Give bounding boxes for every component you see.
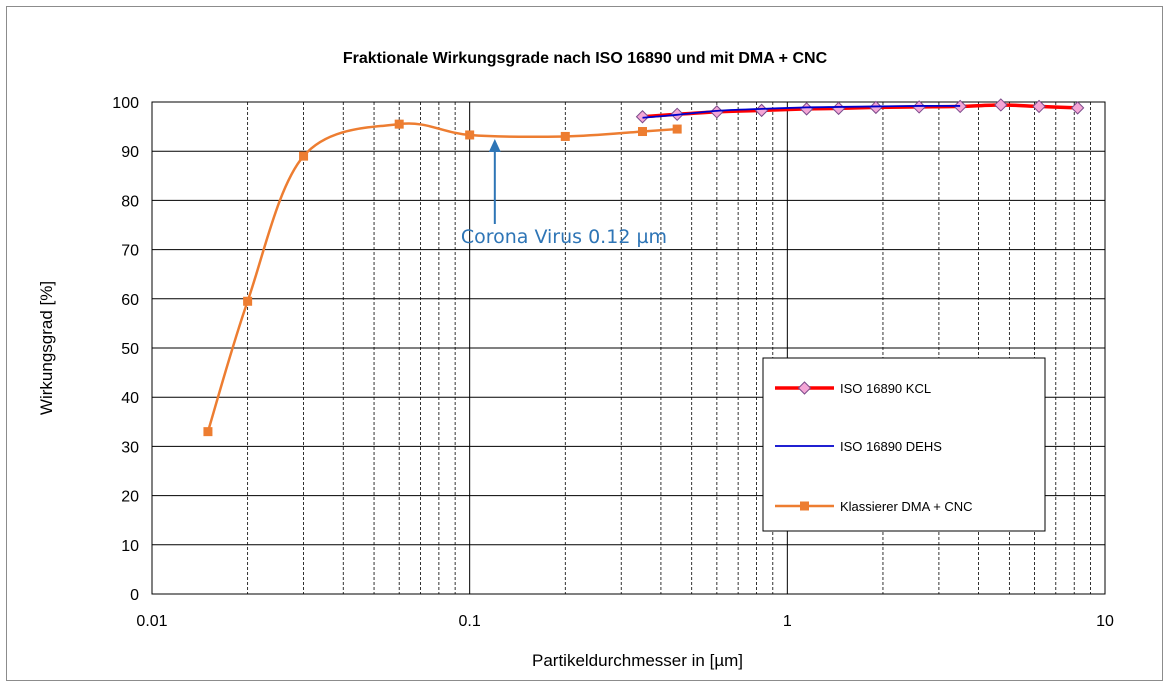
y-tick-label: 30 xyxy=(121,439,139,456)
x-tick-labels: 0.01 0.1 1 10 xyxy=(136,613,1114,630)
annotation-layer: Corona Virus 0.12 µm xyxy=(461,138,667,248)
data-point-klassierer-dma-cnc xyxy=(465,130,475,140)
chart-title: Fraktionale Wirkungsgrade nach ISO 16890… xyxy=(343,50,828,67)
data-point-iso-16890-kcl xyxy=(1070,101,1085,115)
legend-label: Klassierer DMA + CNC xyxy=(840,499,973,514)
series-iso-16890-dehs xyxy=(642,104,961,119)
data-point-iso-16890-kcl xyxy=(1032,99,1046,114)
series-klassierer-dma-cnc xyxy=(203,119,682,437)
data-point-iso-16890-kcl xyxy=(953,99,967,114)
x-tick-label: 10 xyxy=(1096,613,1114,630)
data-point-iso-16890-kcl xyxy=(754,103,769,118)
series-line-iso-16890-dehs xyxy=(642,104,961,119)
data-point-klassierer-dma-cnc xyxy=(560,131,570,141)
chart-frame xyxy=(6,6,1163,681)
legend-swatch-marker xyxy=(797,381,812,395)
x-axis-label: Partikeldurchmesser in [µm] xyxy=(532,651,743,670)
y-tick-label: 90 xyxy=(121,144,139,161)
legend-item-iso-16890-dehs: ISO 16890 DEHS xyxy=(775,439,942,454)
data-point-klassierer-dma-cnc xyxy=(394,119,404,129)
data-point-klassierer-dma-cnc xyxy=(637,127,647,137)
y-tick-label: 20 xyxy=(121,489,139,506)
y-axis-label: Wirkungsgrad [%] xyxy=(37,281,56,415)
x-tick-label: 1 xyxy=(783,613,792,630)
series-iso-16890-kcl xyxy=(635,98,1085,124)
x-tick-label: 0.01 xyxy=(136,613,167,630)
legend-swatch-marker xyxy=(800,501,809,511)
y-tick-labels: 0 10 20 30 40 50 60 70 80 90 100 xyxy=(112,95,139,604)
annotation-text: Corona Virus 0.12 µm xyxy=(461,226,667,248)
data-point-klassierer-dma-cnc xyxy=(203,427,213,437)
y-tick-label: 80 xyxy=(121,193,139,210)
legend-label: ISO 16890 KCL xyxy=(840,381,931,396)
plot-area-border xyxy=(151,101,1106,595)
annotation-arrow-head xyxy=(488,138,501,152)
data-point-iso-16890-kcl xyxy=(869,100,883,115)
data-point-iso-16890-kcl xyxy=(799,102,814,116)
data-point-klassierer-dma-cnc xyxy=(672,124,682,134)
data-point-iso-16890-kcl xyxy=(994,98,1008,112)
y-tick-label: 60 xyxy=(121,292,139,309)
legend: ISO 16890 KCL ISO 16890 DEHS Klassierer DM… xyxy=(762,357,1046,532)
y-tick-label: 40 xyxy=(121,390,139,407)
y-tick-label: 0 xyxy=(130,587,139,604)
y-tick-label: 70 xyxy=(121,243,139,260)
y-tick-label: 100 xyxy=(112,95,139,112)
legend-item-iso-16890-kcl: ISO 16890 KCL xyxy=(775,381,931,396)
x-tick-label: 0.1 xyxy=(459,613,481,630)
y-tick-label: 50 xyxy=(121,341,139,358)
data-point-klassierer-dma-cnc xyxy=(243,296,253,306)
data-point-klassierer-dma-cnc xyxy=(299,151,309,161)
data-point-iso-16890-kcl xyxy=(912,100,926,114)
data-point-iso-16890-kcl xyxy=(635,110,650,124)
series-layer xyxy=(203,98,1085,437)
legend-item-klassierer-dma-cnc: Klassierer DMA + CNC xyxy=(775,499,973,514)
series-line-klassierer-dma-cnc xyxy=(206,122,678,433)
y-tick-label: 10 xyxy=(121,538,139,555)
data-point-iso-16890-kcl xyxy=(831,101,846,116)
legend-label: ISO 16890 DEHS xyxy=(840,439,942,454)
